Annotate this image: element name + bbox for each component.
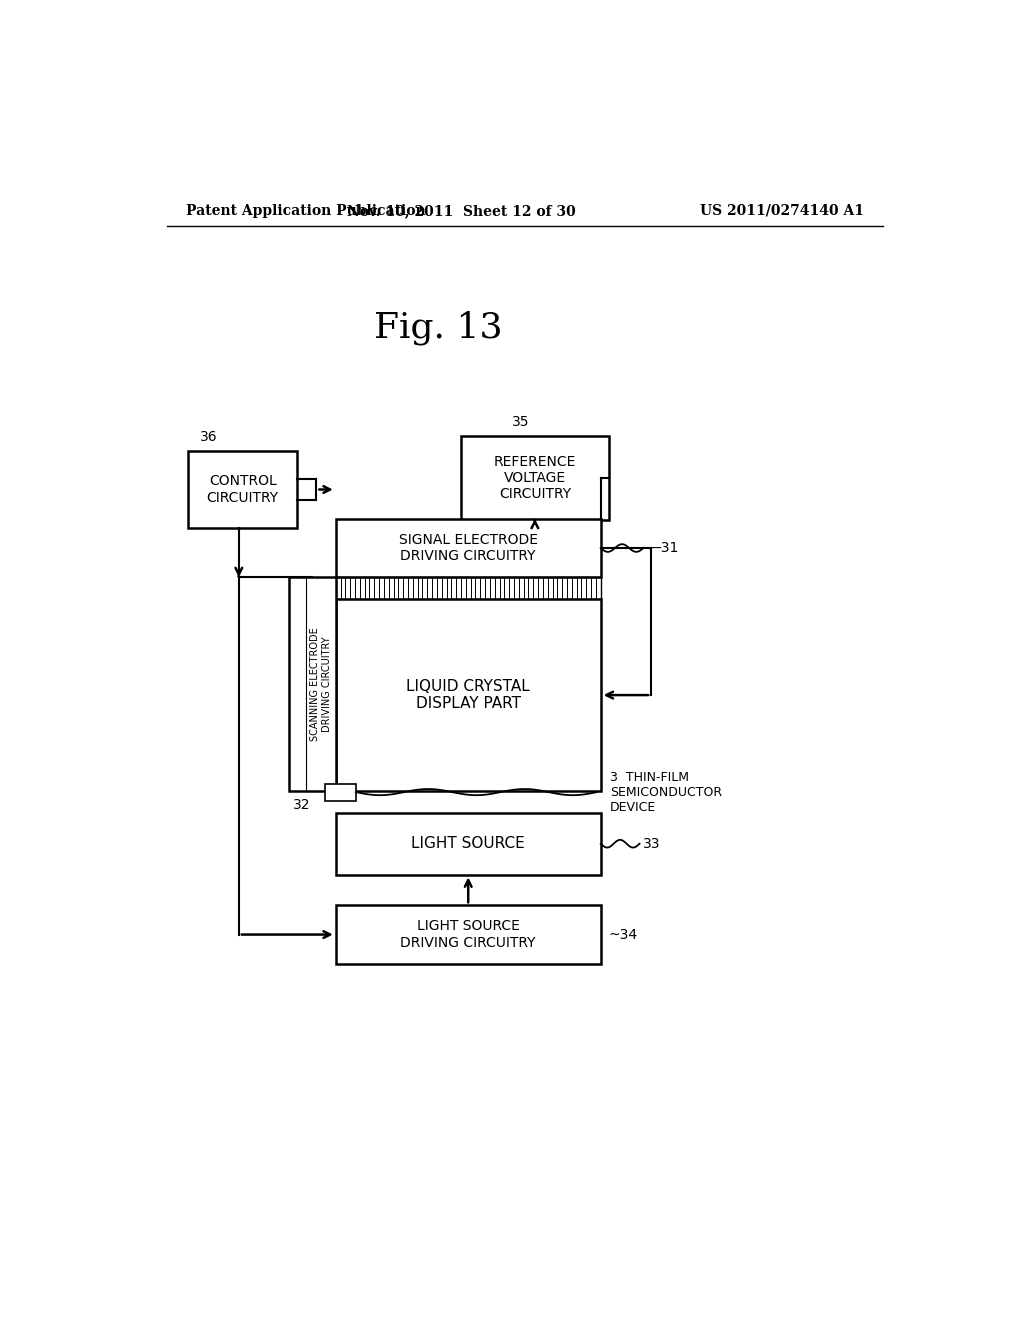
- Bar: [188, 451, 297, 528]
- Text: Fig. 13: Fig. 13: [374, 310, 503, 345]
- Bar: [336, 906, 601, 964]
- Text: ~34: ~34: [608, 928, 638, 941]
- Bar: [336, 519, 601, 577]
- Bar: [336, 577, 601, 599]
- Text: 36: 36: [200, 430, 218, 444]
- Text: SIGNAL ELECTRODE
DRIVING CIRCUITRY: SIGNAL ELECTRODE DRIVING CIRCUITRY: [398, 533, 538, 564]
- Text: 3  THIN-FILM
SEMICONDUCTOR
DEVICE: 3 THIN-FILM SEMICONDUCTOR DEVICE: [610, 771, 722, 813]
- Text: Patent Application Publication: Patent Application Publication: [186, 203, 426, 218]
- Text: Nov. 10, 2011  Sheet 12 of 30: Nov. 10, 2011 Sheet 12 of 30: [347, 203, 575, 218]
- Text: CONTROL
CIRCUITRY: CONTROL CIRCUITRY: [207, 474, 279, 504]
- Text: US 2011/0274140 A1: US 2011/0274140 A1: [700, 203, 864, 218]
- Text: LIGHT SOURCE
DRIVING CIRCUITRY: LIGHT SOURCE DRIVING CIRCUITRY: [400, 920, 536, 949]
- Bar: [289, 577, 336, 791]
- Bar: [461, 436, 608, 520]
- Bar: [325, 784, 356, 800]
- Text: LIGHT SOURCE: LIGHT SOURCE: [412, 836, 525, 851]
- Text: —31: —31: [647, 541, 679, 554]
- Bar: [336, 599, 601, 792]
- Bar: [336, 813, 601, 874]
- Text: REFERENCE
VOLTAGE
CIRCUITRY: REFERENCE VOLTAGE CIRCUITRY: [494, 455, 577, 502]
- Text: LIQUID CRYSTAL
DISPLAY PART: LIQUID CRYSTAL DISPLAY PART: [407, 678, 530, 711]
- Text: 35: 35: [512, 414, 529, 429]
- Text: 32: 32: [293, 799, 310, 812]
- Text: SCANNING ELECTRODE
DRIVING CIRCUITRY: SCANNING ELECTRODE DRIVING CIRCUITRY: [310, 627, 332, 742]
- Text: 33: 33: [643, 837, 660, 850]
